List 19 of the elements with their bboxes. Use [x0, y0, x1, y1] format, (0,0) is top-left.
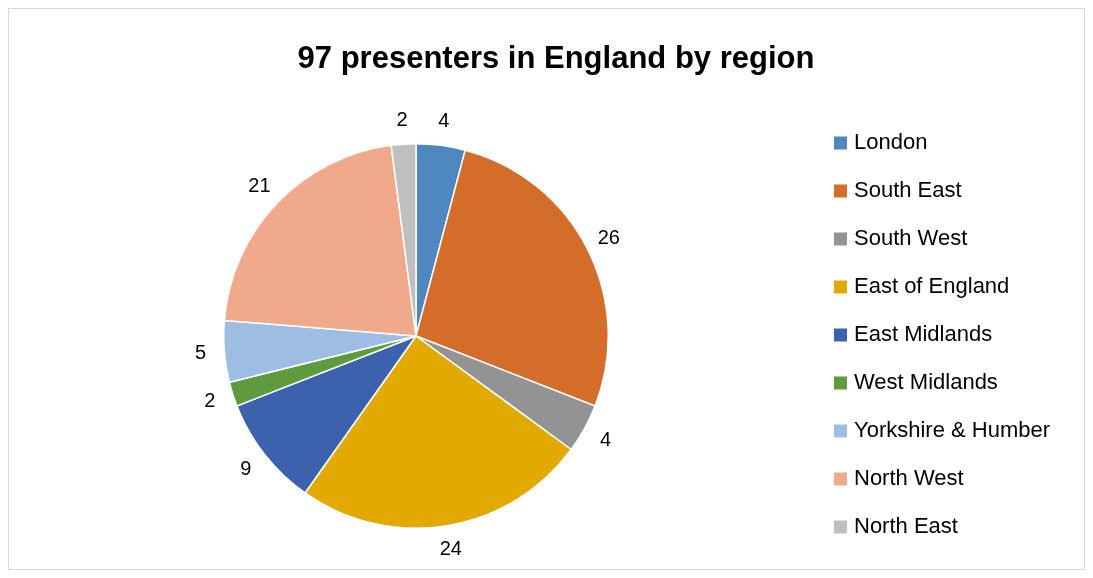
data-label: 21 [248, 174, 271, 197]
data-label: 9 [240, 456, 252, 479]
data-label: 4 [438, 109, 450, 132]
legend-label: East Midlands [854, 321, 993, 347]
data-label: 24 [439, 536, 462, 559]
chart-title: 97 presenters in England by region [297, 39, 815, 75]
legend-label: Yorkshire & Humber [854, 417, 1051, 443]
data-label: 26 [597, 225, 620, 248]
data-label: 2 [396, 107, 408, 130]
legend-label: North East [854, 513, 958, 539]
data-label: 5 [194, 341, 207, 364]
legend-label: South East [854, 177, 962, 203]
legend-label: South West [854, 225, 968, 251]
data-label: 4 [600, 427, 612, 450]
legend-label: East of England [854, 273, 1010, 299]
data-label: 2 [204, 389, 216, 412]
legend-label: North West [854, 465, 964, 491]
legend-label: London [854, 129, 928, 155]
legend-label: West Midlands [854, 369, 998, 395]
